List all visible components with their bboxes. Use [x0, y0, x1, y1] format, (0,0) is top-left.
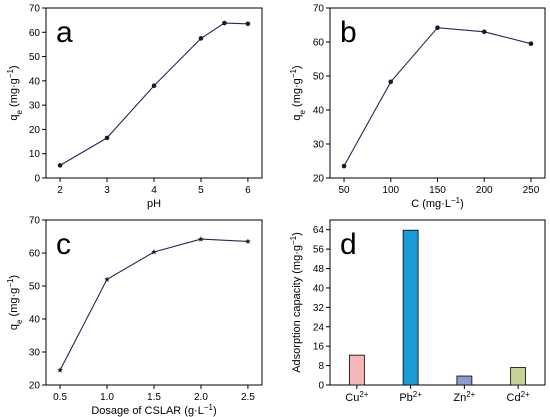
data-point — [198, 36, 204, 41]
x-tick-label: 1.0 — [100, 392, 114, 403]
y-tick-label: 56 — [313, 245, 325, 256]
plot-frame — [329, 219, 546, 386]
y-tick-label: 20 — [29, 381, 41, 392]
data-point — [222, 20, 227, 26]
data-point — [57, 367, 63, 373]
data-point — [151, 249, 157, 255]
series-line — [343, 27, 532, 167]
y-tick-label: 10 — [29, 149, 41, 160]
x-tick-label: 3 — [104, 185, 110, 196]
y-tick-label: 0 — [318, 381, 324, 392]
y-tick-label: 60 — [313, 38, 325, 49]
data-point — [198, 236, 204, 242]
y-tick-label: 60 — [29, 249, 41, 260]
x-tick-label: 5 — [198, 185, 204, 196]
panel-letter: b — [340, 16, 357, 49]
y-tick-label: 30 — [29, 348, 41, 359]
data-point — [245, 21, 251, 27]
y-tick-label: 20 — [313, 174, 325, 185]
y-tick-label: 48 — [313, 264, 325, 275]
y-tick-label: 60 — [29, 28, 41, 39]
series-line — [59, 22, 248, 166]
x-tick-label: 2.5 — [241, 392, 255, 403]
y-tick-label: 70 — [29, 216, 41, 227]
x-tick-label: Cd2+ — [507, 390, 531, 405]
y-tick-label: 30 — [29, 101, 41, 112]
y-tick-label: 40 — [29, 76, 41, 87]
y-axis-label: qe (mg·g−1) — [289, 65, 307, 120]
data-point — [57, 163, 63, 168]
data-point — [341, 163, 347, 169]
y-tick-label: 8 — [318, 361, 324, 372]
y-tick-label: 16 — [313, 342, 325, 353]
plot-frame — [45, 7, 263, 179]
y-tick-label: 40 — [313, 106, 325, 117]
data-point — [245, 238, 251, 244]
y-tick-label: 0 — [34, 174, 40, 185]
y-tick-label: 64 — [313, 225, 325, 236]
x-tick-label: Zn2+ — [453, 390, 475, 405]
x-tick-label: 200 — [476, 185, 493, 196]
chart-panel-d: 0 8 16 24 32 40 48 56 64 Adsorption capacity (mg·… — [289, 219, 546, 405]
panel-letter: c — [56, 228, 71, 261]
y-tick-label: 20 — [29, 125, 41, 136]
y-tick-label: 70 — [29, 4, 41, 15]
panel-letter: a — [56, 16, 73, 49]
x-tick-label: 250 — [523, 185, 540, 196]
data-point — [151, 83, 157, 89]
data-point — [104, 135, 110, 141]
x-axis-label: pH — [147, 198, 161, 210]
chart-panel-b: 20 30 40 50 60 70 qe (mg·g−1) b 50 100 150 200 250 C … — [289, 4, 546, 211]
chart-panel-c: 20 30 40 50 60 70 qe (mg·g−1) c 0.5 1.0 1.5 2.0 2.5 D… — [6, 216, 263, 417]
x-tick-label: 50 — [338, 185, 350, 196]
chart-panel-a: 0 10 20 30 40 50 60 70 qe (mg·g−1) a 2 3 4 5 6 pH — [6, 4, 263, 210]
panel-letter: d — [340, 228, 357, 261]
x-tick-label: 2 — [57, 185, 63, 196]
x-tick-label: 0.5 — [53, 392, 67, 403]
data-point — [435, 25, 440, 31]
x-tick-label: 2.0 — [194, 392, 208, 403]
x-tick-label: 1.5 — [147, 392, 161, 403]
series-line — [59, 238, 248, 371]
data-point — [388, 79, 394, 85]
x-tick-label: 6 — [245, 185, 251, 196]
bar-pb — [402, 229, 419, 386]
plot-frame — [329, 7, 546, 179]
bar-cu — [348, 354, 365, 386]
x-tick-label: 150 — [429, 185, 446, 196]
y-tick-label: 70 — [313, 4, 325, 15]
data-point — [481, 29, 487, 35]
y-axis-label: qe (mg·g−1) — [6, 65, 24, 120]
data-point — [528, 41, 534, 46]
x-tick-label: Pb2+ — [399, 390, 422, 405]
y-tick-label: 50 — [313, 72, 325, 83]
bar-cd — [510, 367, 527, 386]
x-tick-label: 100 — [382, 185, 399, 196]
y-tick-label: 50 — [29, 282, 41, 293]
data-point — [104, 276, 110, 282]
y-axis-label: Adsorption capacity (mg·g−1) — [289, 232, 304, 373]
x-axis-label: Dosage of CSLAR (g·L−1) — [91, 403, 216, 417]
x-tick-label: Cu2+ — [345, 390, 369, 405]
y-tick-label: 30 — [313, 140, 325, 151]
y-tick-label: 24 — [313, 322, 325, 333]
y-tick-label: 40 — [29, 315, 41, 326]
x-tick-label: 4 — [151, 185, 157, 196]
y-axis-label: qe (mg·g−1) — [6, 275, 24, 330]
y-tick-label: 50 — [29, 52, 41, 63]
y-tick-label: 32 — [313, 303, 325, 314]
plot-frame — [45, 219, 263, 386]
y-tick-label: 40 — [313, 283, 325, 294]
x-axis-label: C (mg·L−1) — [411, 196, 464, 211]
bar-zn — [456, 375, 473, 386]
